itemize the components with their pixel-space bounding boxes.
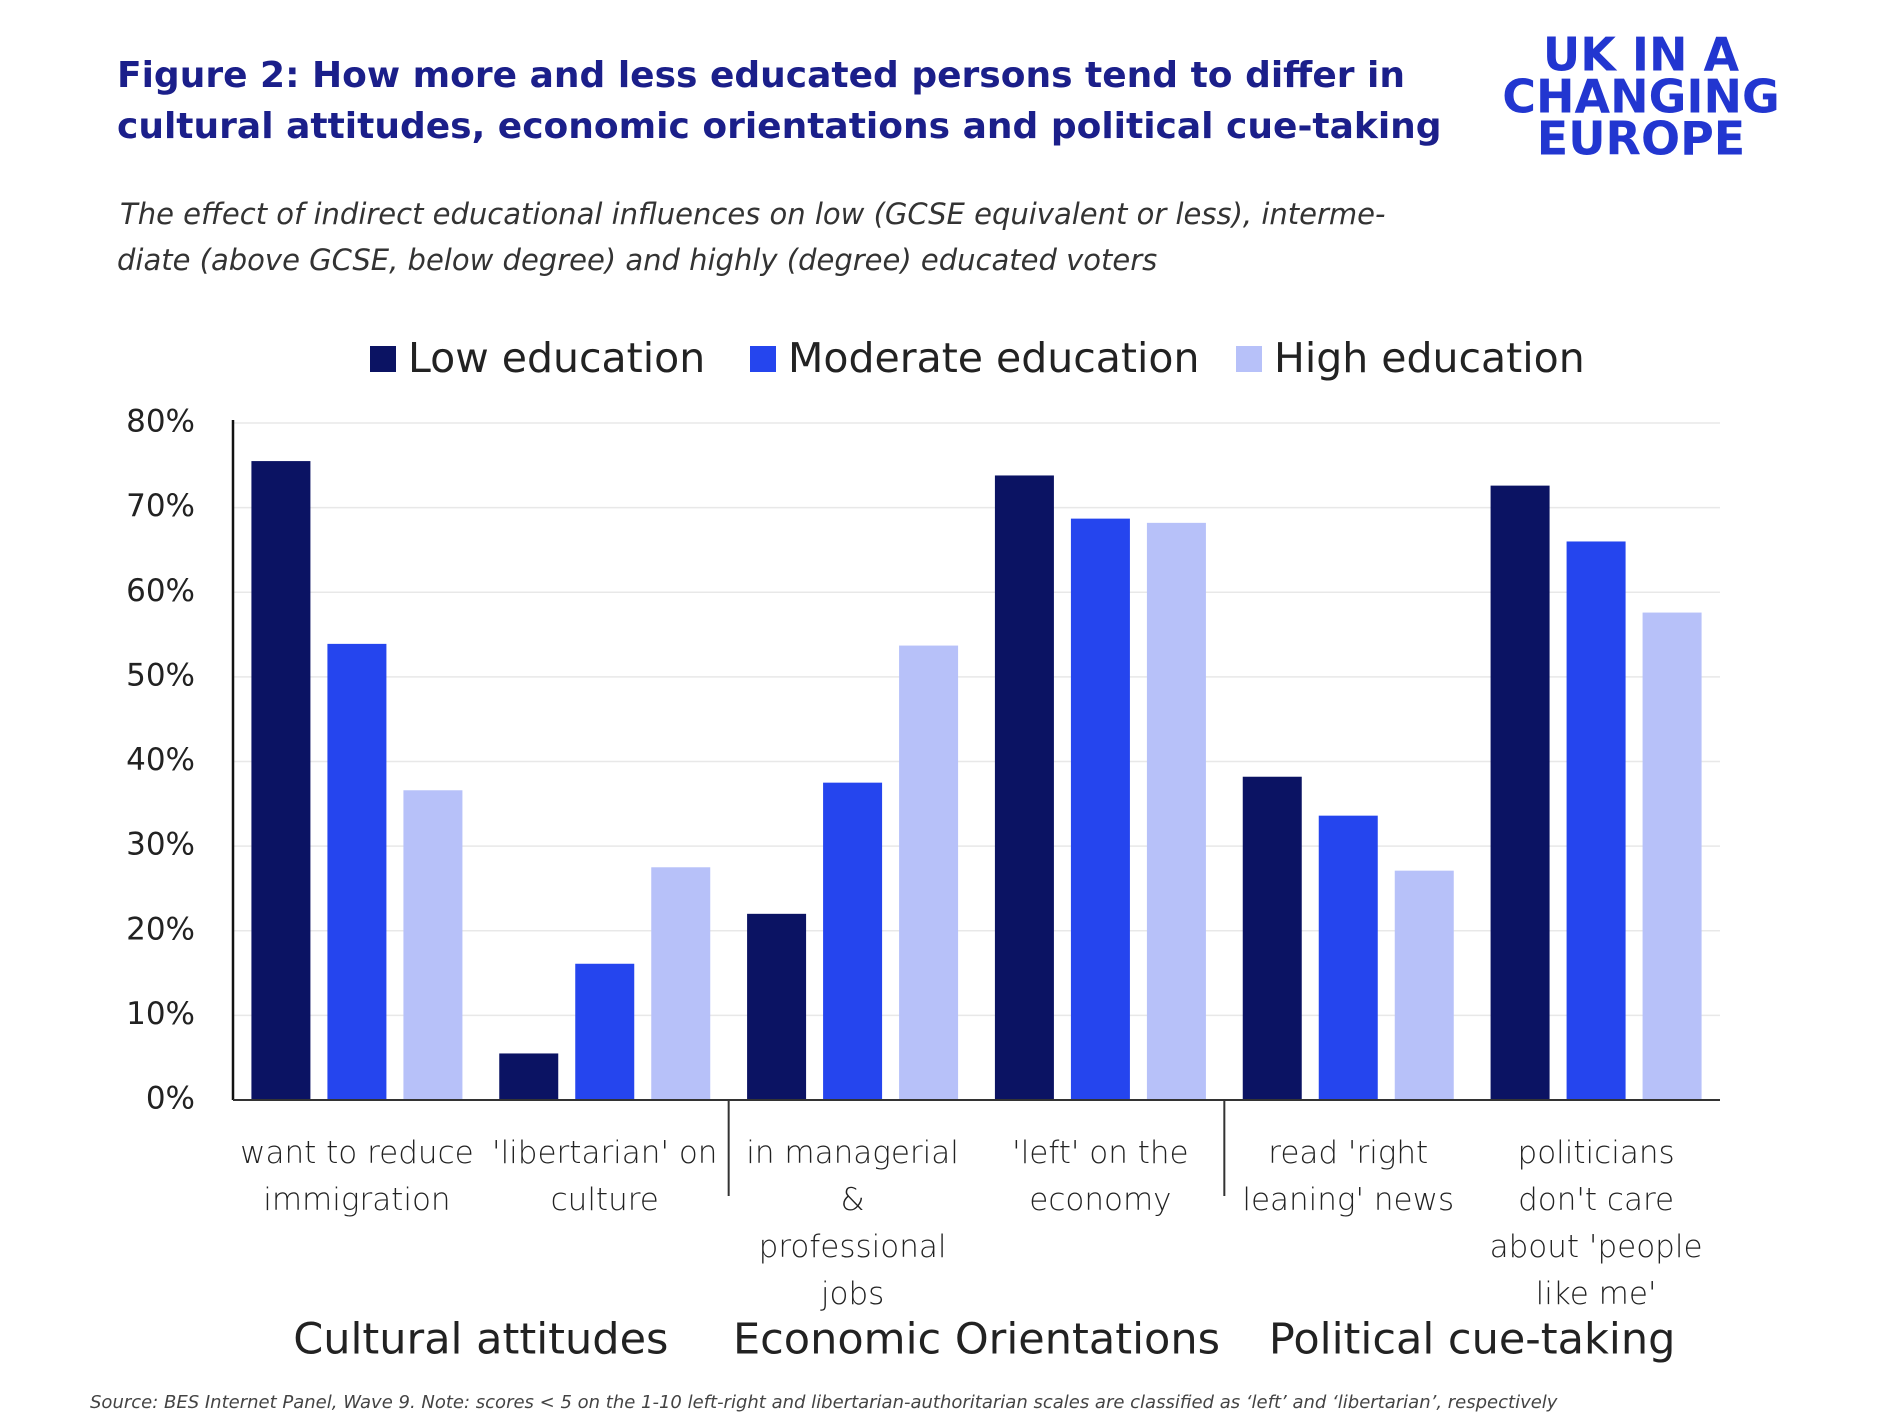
x-tick-label: politicians don't care about 'people lik… (1489, 1135, 1703, 1312)
x-tick-label: want to reduce immigration (240, 1135, 474, 1218)
title: cultural attitudes, economic orientation… (117, 106, 1442, 147)
y-tick-label: 30% (126, 827, 195, 863)
bar (899, 645, 959, 1100)
bar (1318, 815, 1378, 1100)
logo: CHANGING (1502, 70, 1779, 124)
bar (327, 643, 387, 1100)
y-tick-label: 40% (126, 742, 195, 778)
legend-label: High education (1274, 334, 1585, 382)
bar (403, 790, 463, 1100)
bar (1394, 870, 1454, 1100)
subtitle: diate (above GCSE, below degree) and hig… (117, 243, 1157, 277)
x-tick-label: in managerial & professional jobs (746, 1135, 959, 1312)
y-tick-label: 0% (146, 1081, 195, 1117)
y-tick-label: 20% (126, 911, 195, 947)
legend-swatch (370, 346, 396, 372)
logo: EUROPE (1537, 112, 1745, 166)
logo: UK IN A (1543, 28, 1740, 82)
x-tick-label: read 'right leaning' news (1242, 1135, 1455, 1218)
y-tick-label: 50% (126, 657, 195, 693)
x-tick-label: 'libertarian' on culture (492, 1135, 718, 1218)
bar (1146, 522, 1206, 1100)
y-tick-label: 70% (126, 488, 195, 524)
bar (994, 475, 1054, 1100)
legend-swatch (750, 346, 776, 372)
bar (575, 963, 635, 1100)
bar (823, 782, 883, 1100)
bar (1566, 541, 1626, 1100)
bar (1242, 776, 1302, 1100)
group-label: Economic Orientations (733, 1315, 1220, 1365)
group-label: Political cue-taking (1269, 1315, 1675, 1365)
group-label: Cultural attitudes (293, 1315, 668, 1365)
bar (1070, 518, 1130, 1100)
subtitle: The effect of indirect educational influ… (120, 197, 1385, 231)
x-tick-label: 'left' on the economy (1012, 1135, 1189, 1218)
title: Figure 2: How more and less educated per… (117, 55, 1405, 96)
legend-label: Moderate education (788, 334, 1199, 382)
bar (747, 913, 807, 1100)
bar (251, 461, 311, 1100)
y-tick-label: 10% (126, 996, 195, 1032)
bar (651, 867, 711, 1100)
bar (499, 1053, 559, 1100)
legend-label: Low education (408, 334, 705, 382)
y-tick-label: 60% (126, 573, 195, 609)
source: Source: BES Internet Panel, Wave 9. Note… (90, 1392, 1558, 1413)
y-tick-label: 80% (126, 404, 195, 440)
bar (1490, 485, 1550, 1100)
bar (1642, 612, 1702, 1100)
legend-swatch (1236, 346, 1262, 372)
